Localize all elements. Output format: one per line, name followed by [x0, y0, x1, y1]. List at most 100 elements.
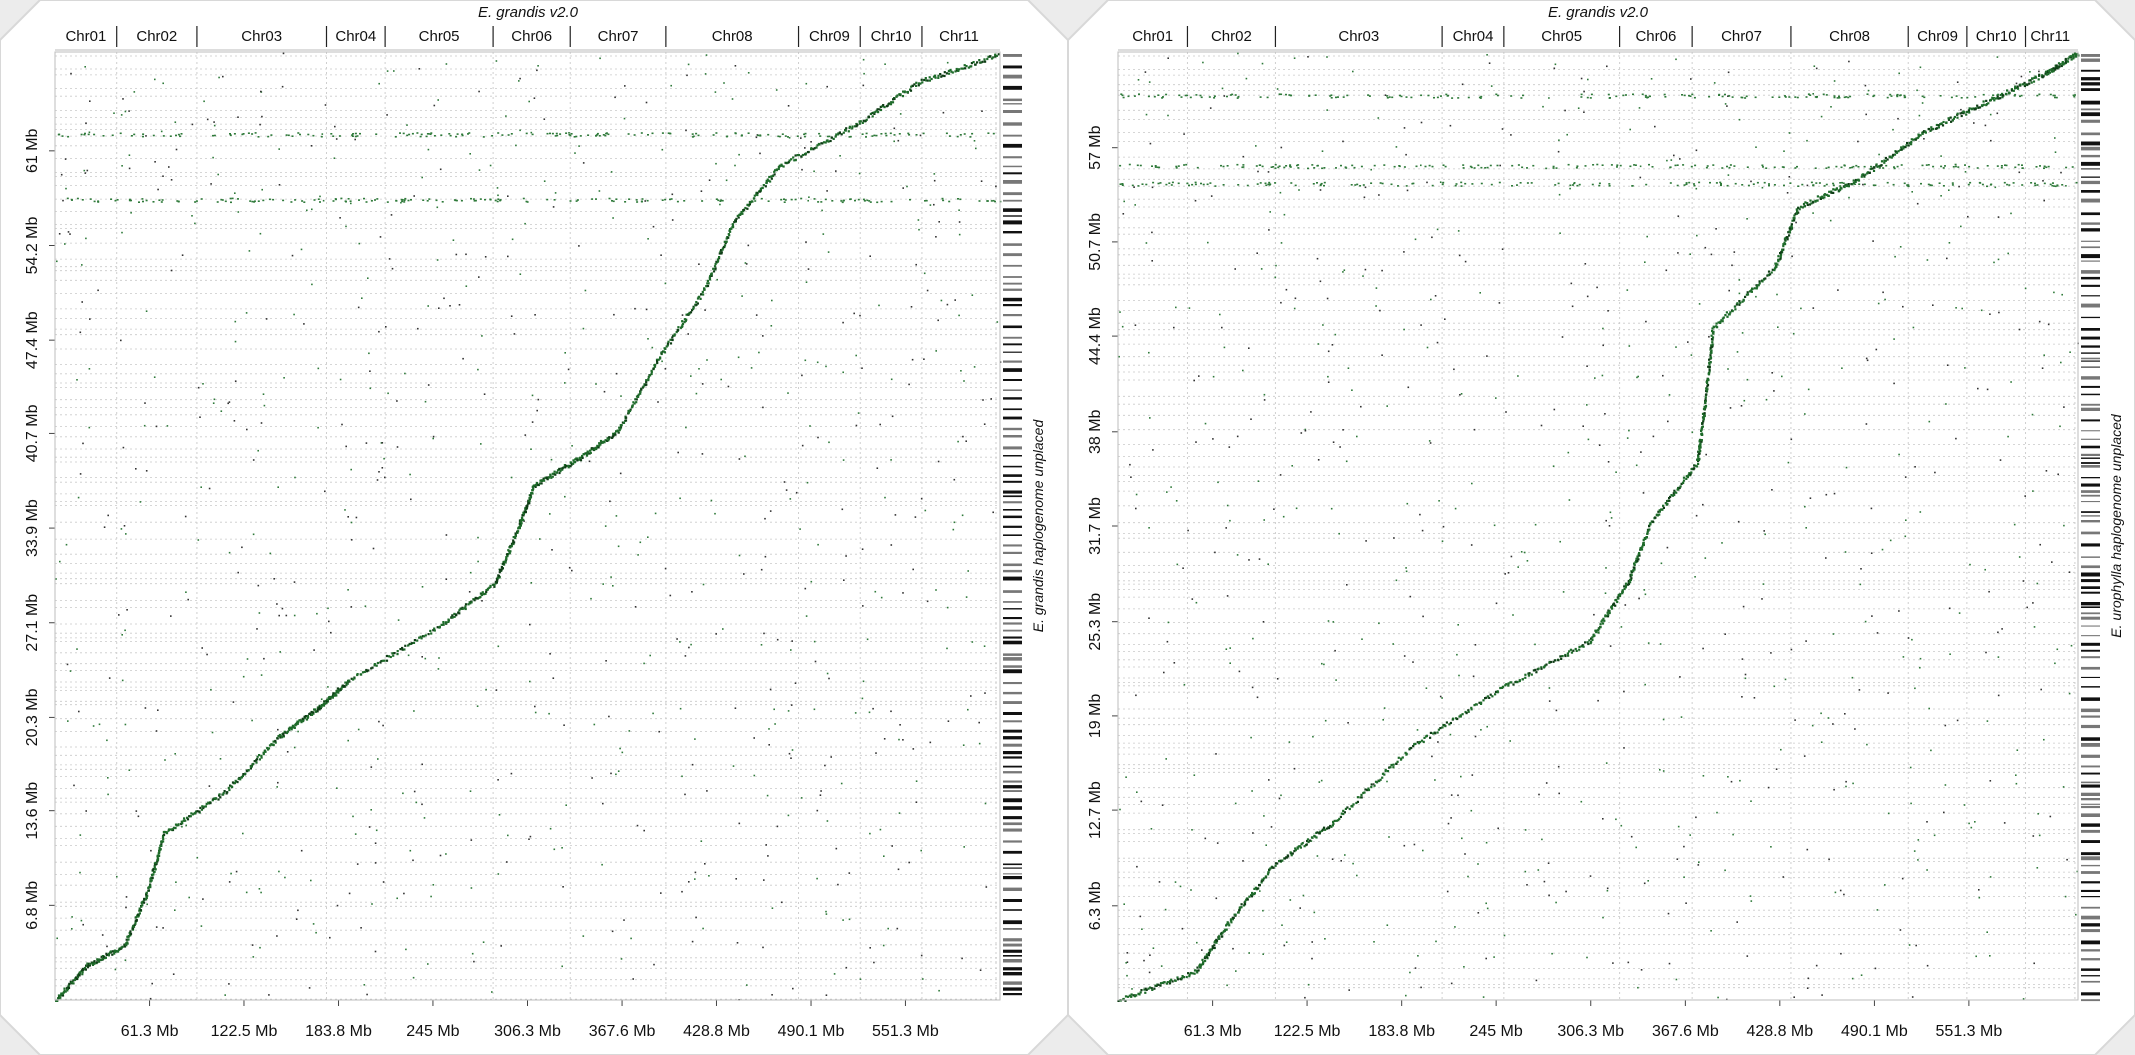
repeat-band-hit	[1842, 182, 1845, 184]
synteny-point	[154, 863, 157, 866]
hit-point	[2063, 406, 2065, 408]
synteny-point	[980, 61, 983, 64]
hit-point	[62, 199, 64, 202]
x-tick-label: 367.6 Mb	[589, 1023, 656, 1040]
synteny-point	[145, 891, 148, 894]
y-tick-label: 38 Mb	[1087, 409, 1104, 454]
scaffold-bar	[1003, 736, 1022, 740]
repeat-band-hit	[1575, 167, 1578, 169]
hit-point	[1486, 355, 1488, 357]
synteny-point	[157, 857, 160, 860]
hit-point	[1555, 901, 1557, 904]
synteny-point	[436, 626, 439, 629]
synteny-point	[984, 60, 987, 63]
scaffold-bar	[2081, 906, 2100, 909]
synteny-point	[590, 448, 593, 451]
synteny-point	[1600, 620, 1603, 623]
repeat-band-hit	[1729, 164, 1732, 166]
synteny-point	[1237, 911, 1240, 914]
repeat-band-hit	[608, 197, 611, 200]
synteny-point	[1544, 664, 1547, 667]
hit-point	[938, 221, 940, 223]
scaffold-bar	[1003, 253, 1022, 257]
hit-point	[1167, 57, 1169, 59]
repeat-band-hit	[596, 134, 599, 136]
repeat-band-hit	[1464, 182, 1467, 185]
hit-point	[2038, 70, 2040, 73]
hit-point	[620, 395, 622, 397]
repeat-band-hit	[1726, 165, 1728, 168]
hit-point	[842, 459, 845, 461]
hit-point	[882, 944, 885, 947]
hit-point	[1268, 229, 1270, 231]
hit-point	[1248, 559, 1250, 561]
synteny-point	[632, 401, 635, 404]
hit-point	[1459, 394, 1461, 396]
synteny-point	[1532, 669, 1535, 672]
hit-point	[2063, 524, 2065, 527]
scaffold-bar	[2081, 968, 2100, 971]
hit-point	[995, 185, 997, 188]
repeat-band-hit	[1893, 167, 1896, 170]
synteny-point	[450, 616, 453, 619]
hit-point	[1865, 113, 1867, 116]
synteny-point	[506, 555, 509, 558]
hit-point	[1997, 258, 2000, 261]
hit-point	[842, 321, 844, 324]
synteny-point	[312, 712, 315, 715]
hit-point	[783, 481, 786, 483]
hit-point	[1948, 189, 1950, 191]
hit-point	[1334, 333, 1337, 336]
hit-point	[874, 590, 877, 593]
scaffold-bar	[1003, 765, 1022, 768]
y-tick-label: 57 Mb	[1087, 125, 1104, 170]
synteny-point	[1545, 663, 1548, 666]
hit-point	[88, 426, 91, 429]
synteny-point	[712, 270, 716, 273]
repeat-band-hit	[460, 199, 463, 202]
repeat-band-hit	[1397, 185, 1399, 187]
hit-point	[300, 248, 303, 251]
hit-point	[1548, 687, 1551, 689]
hit-point	[1281, 924, 1283, 926]
hit-point	[1274, 276, 1277, 279]
synteny-point	[301, 717, 304, 720]
synteny-point	[247, 769, 250, 772]
hit-point	[421, 586, 424, 588]
hit-point	[1858, 689, 1861, 691]
repeat-band-hit	[857, 198, 860, 201]
synteny-point	[766, 178, 769, 181]
synteny-point	[518, 522, 521, 525]
scaffold-bar	[1003, 165, 1022, 168]
scaffold-bar	[1003, 729, 1022, 733]
synteny-point	[889, 103, 893, 106]
repeat-band-hit	[1557, 182, 1560, 185]
scaffold-bar	[2081, 612, 2100, 615]
hit-point	[805, 241, 807, 243]
synteny-point	[915, 81, 918, 84]
synteny-point	[606, 439, 609, 442]
synteny-point	[222, 792, 225, 795]
synteny-point	[972, 61, 975, 64]
synteny-point	[256, 755, 259, 758]
synteny-point	[599, 442, 602, 445]
hit-point	[2015, 82, 2018, 85]
repeat-band-hit	[1878, 167, 1881, 169]
repeat-band-hit	[340, 197, 343, 200]
hit-point	[1932, 304, 1934, 306]
synteny-point	[1124, 999, 1127, 1002]
scaffold-bar	[1003, 876, 1022, 880]
hit-point	[1569, 187, 1571, 190]
repeat-band-hit	[959, 134, 962, 136]
synteny-point	[1168, 980, 1172, 983]
hit-point	[915, 780, 918, 782]
hit-point	[1640, 451, 1642, 453]
repeat-band-hit	[1411, 182, 1414, 185]
hit-point	[1662, 374, 1664, 377]
hit-point	[200, 486, 202, 488]
hit-point	[384, 476, 386, 479]
hit-point	[1667, 420, 1669, 423]
repeat-band-hit	[2008, 184, 2011, 186]
hit-point	[368, 352, 370, 355]
hit-point	[1740, 405, 1743, 407]
